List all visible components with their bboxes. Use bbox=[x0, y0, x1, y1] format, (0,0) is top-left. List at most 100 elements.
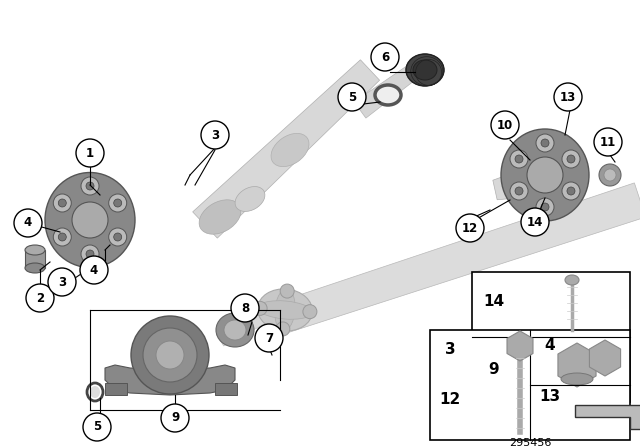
Polygon shape bbox=[270, 183, 640, 335]
Text: 4: 4 bbox=[24, 216, 32, 229]
Bar bbox=[105, 383, 127, 395]
Circle shape bbox=[53, 228, 71, 246]
Text: 13: 13 bbox=[540, 389, 561, 405]
Text: 295456: 295456 bbox=[509, 438, 551, 448]
Circle shape bbox=[53, 194, 71, 212]
Text: 8: 8 bbox=[241, 302, 249, 314]
Ellipse shape bbox=[413, 60, 437, 80]
Text: 4: 4 bbox=[545, 337, 556, 353]
Ellipse shape bbox=[45, 172, 135, 267]
Ellipse shape bbox=[90, 386, 100, 398]
Text: 3: 3 bbox=[211, 129, 219, 142]
Ellipse shape bbox=[216, 313, 254, 347]
Ellipse shape bbox=[25, 245, 45, 255]
Ellipse shape bbox=[25, 263, 45, 273]
Bar bbox=[472, 272, 630, 402]
Circle shape bbox=[58, 233, 67, 241]
Circle shape bbox=[253, 302, 267, 315]
Circle shape bbox=[491, 111, 519, 139]
Ellipse shape bbox=[501, 129, 589, 221]
Circle shape bbox=[536, 134, 554, 152]
Circle shape bbox=[76, 139, 104, 167]
Text: 5: 5 bbox=[93, 421, 101, 434]
Circle shape bbox=[83, 413, 111, 441]
Bar bbox=[215, 383, 237, 395]
Ellipse shape bbox=[275, 289, 295, 331]
Text: 9: 9 bbox=[489, 362, 499, 376]
Ellipse shape bbox=[199, 200, 241, 234]
Ellipse shape bbox=[224, 320, 246, 340]
Text: 4: 4 bbox=[90, 263, 98, 276]
Text: 5: 5 bbox=[348, 90, 356, 103]
Circle shape bbox=[521, 208, 549, 236]
Text: 13: 13 bbox=[560, 90, 576, 103]
Polygon shape bbox=[493, 164, 543, 200]
Circle shape bbox=[255, 324, 283, 352]
Polygon shape bbox=[193, 60, 380, 238]
Bar bbox=[430, 330, 630, 440]
Circle shape bbox=[515, 155, 523, 163]
Circle shape bbox=[26, 284, 54, 312]
Circle shape bbox=[567, 187, 575, 195]
Polygon shape bbox=[354, 64, 420, 118]
Ellipse shape bbox=[143, 328, 197, 382]
Ellipse shape bbox=[565, 275, 579, 285]
Ellipse shape bbox=[131, 316, 209, 394]
Text: 2: 2 bbox=[36, 292, 44, 305]
Circle shape bbox=[86, 182, 94, 190]
Circle shape bbox=[48, 268, 76, 296]
Circle shape bbox=[81, 177, 99, 195]
Ellipse shape bbox=[561, 373, 593, 385]
Ellipse shape bbox=[235, 186, 265, 211]
Circle shape bbox=[594, 128, 622, 156]
Circle shape bbox=[541, 139, 549, 147]
Circle shape bbox=[562, 182, 580, 200]
Circle shape bbox=[201, 121, 229, 149]
Text: 14: 14 bbox=[483, 294, 504, 310]
Circle shape bbox=[515, 187, 523, 195]
Circle shape bbox=[81, 245, 99, 263]
Circle shape bbox=[109, 228, 127, 246]
Circle shape bbox=[456, 214, 484, 242]
Ellipse shape bbox=[604, 169, 616, 181]
Ellipse shape bbox=[599, 164, 621, 186]
Circle shape bbox=[567, 155, 575, 163]
Circle shape bbox=[109, 194, 127, 212]
Text: 3: 3 bbox=[445, 343, 455, 358]
Ellipse shape bbox=[257, 301, 312, 319]
Circle shape bbox=[72, 202, 108, 238]
Text: 11: 11 bbox=[600, 135, 616, 148]
Circle shape bbox=[58, 199, 67, 207]
Circle shape bbox=[303, 305, 317, 319]
Ellipse shape bbox=[156, 341, 184, 369]
Ellipse shape bbox=[406, 54, 444, 86]
Bar bbox=[25, 250, 45, 268]
Circle shape bbox=[86, 250, 94, 258]
Circle shape bbox=[536, 198, 554, 216]
Text: 14: 14 bbox=[527, 215, 543, 228]
Text: 12: 12 bbox=[462, 221, 478, 234]
Ellipse shape bbox=[271, 134, 309, 167]
Circle shape bbox=[371, 43, 399, 71]
Circle shape bbox=[14, 209, 42, 237]
Circle shape bbox=[527, 157, 563, 193]
Circle shape bbox=[541, 203, 549, 211]
Circle shape bbox=[510, 150, 528, 168]
Circle shape bbox=[231, 294, 259, 322]
Text: 7: 7 bbox=[265, 332, 273, 345]
Circle shape bbox=[161, 404, 189, 432]
Text: 3: 3 bbox=[58, 276, 66, 289]
Polygon shape bbox=[216, 306, 266, 346]
Circle shape bbox=[276, 322, 290, 336]
Circle shape bbox=[280, 284, 294, 298]
Circle shape bbox=[554, 83, 582, 111]
Polygon shape bbox=[575, 405, 640, 429]
Circle shape bbox=[114, 233, 122, 241]
Text: 6: 6 bbox=[381, 51, 389, 64]
Ellipse shape bbox=[375, 85, 401, 105]
Ellipse shape bbox=[257, 289, 312, 331]
Circle shape bbox=[114, 199, 122, 207]
Circle shape bbox=[510, 182, 528, 200]
Circle shape bbox=[338, 83, 366, 111]
Polygon shape bbox=[105, 365, 235, 395]
